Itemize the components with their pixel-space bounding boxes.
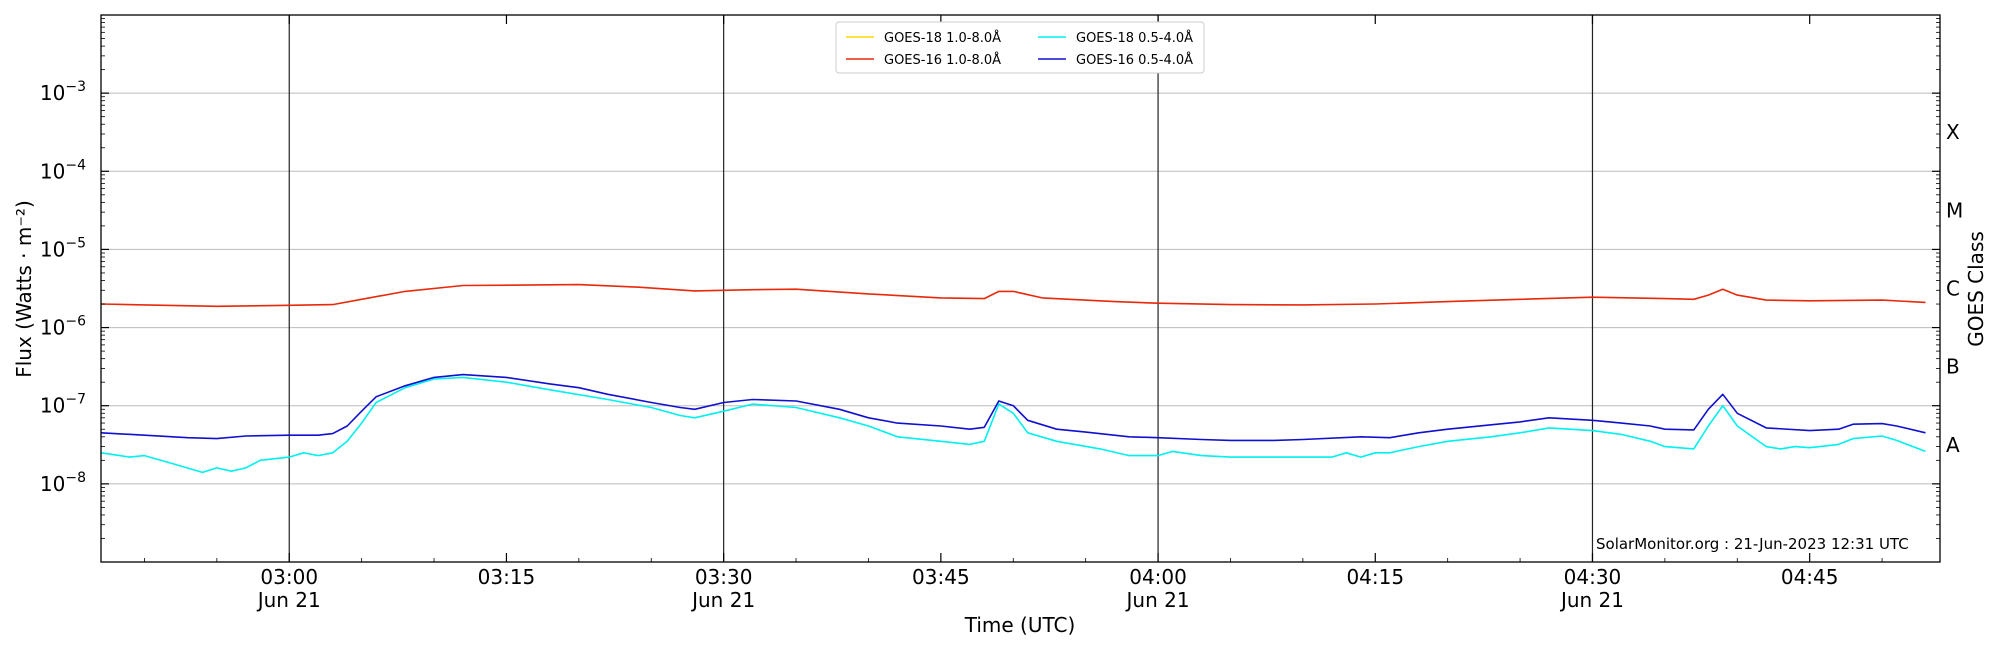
day-lines [288,15,1594,562]
x-tick-label: 03:15 [478,565,536,589]
legend-label: GOES-16 0.5-4.0Å [1076,52,1193,68]
x-axis-title: Time (UTC) [964,613,1076,637]
y-tick-label: 10−4 [40,157,86,183]
y-tick-label: 10−8 [40,470,86,496]
goes-class-axis-title: GOES Class [1964,231,1988,347]
legend-label: GOES-18 1.0-8.0Å [884,30,1001,46]
goes-class-label: C [1946,277,1960,301]
goes-class-label: X [1946,120,1960,144]
x-tick-label: 03:45 [912,565,970,589]
x-tick-label: 04:00 [1129,565,1187,589]
y-tick-label: 10−5 [40,235,86,261]
legend: GOES-18 1.0-8.0Å GOES-16 1.0-8.0Å GOES-18 … [835,21,1205,74]
x-tick-sublabel: Jun 21 [1125,588,1190,612]
x-tick-sublabel: Jun 21 [1559,588,1624,612]
goes-class-label: M [1946,198,1963,222]
x-tick-label: 04:30 [1564,565,1622,589]
grid-lines [101,92,1940,485]
y-tick-label: 10−3 [40,79,86,105]
plot-frame [100,14,1941,563]
legend-box [835,21,1205,74]
plot-background [101,15,1940,562]
y-tick-label: 10−6 [40,314,86,340]
y-axis: 10−8 10−7 10−6 10−5 10−4 10−3 [40,18,1940,539]
goes-class-axis: A B C M X [1946,120,1963,457]
x-tick-sublabel: Jun 21 [256,588,321,612]
goes-class-label: A [1946,433,1960,457]
legend-label: GOES-18 0.5-4.0Å [1076,30,1193,46]
x-tick-label: 04:15 [1346,565,1404,589]
x-tick-label: 04:45 [1781,565,1839,589]
goes-class-label: B [1946,355,1960,379]
series-line [100,376,1926,474]
series-line [100,283,1926,308]
credit-annotation: SolarMonitor.org : 21-Jun-2023 12:31 UTC [1596,535,1909,553]
x-tick-sublabel: Jun 21 [690,588,755,612]
x-tick-label: 03:30 [695,565,753,589]
y-axis-title: Flux (Watts · m⁻²) [12,200,36,378]
series-lines [100,283,1926,474]
legend-label: GOES-16 1.0-8.0Å [884,52,1001,68]
y-tick-label: 10−7 [40,392,86,418]
x-tick-label: 03:00 [260,565,318,589]
series-line [100,373,1926,442]
